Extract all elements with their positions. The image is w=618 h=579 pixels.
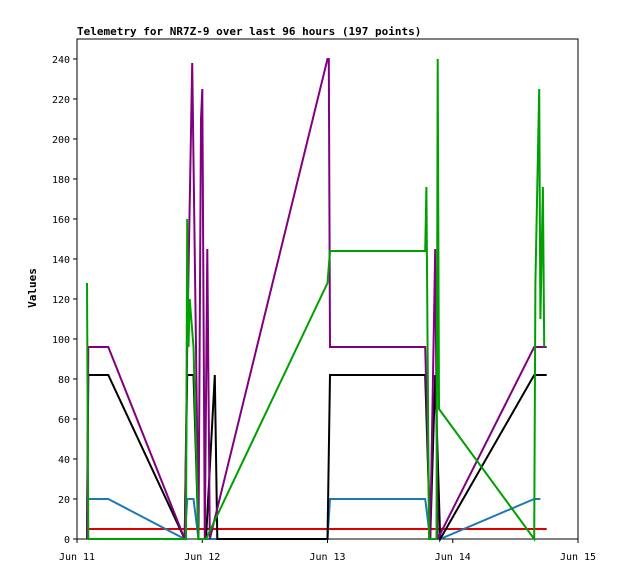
y-tick-label: 120 [52, 295, 70, 306]
y-axis-label: Values [26, 268, 39, 308]
y-tick-label: 40 [58, 455, 70, 466]
chart-title: Telemetry for NR7Z-9 over last 96 hours … [77, 25, 421, 38]
y-tick-label: 0 [64, 535, 70, 546]
x-tick-label: Jun 11 [59, 552, 95, 563]
series-line-4 [86, 58, 546, 543]
x-tick-label: Jun 13 [309, 552, 345, 563]
y-tick-label: 60 [58, 415, 70, 426]
y-tick-label: 220 [52, 95, 70, 106]
y-tick-label: 100 [52, 335, 70, 346]
x-tick-label: Jun 15 [560, 552, 596, 563]
y-tick-label: 20 [58, 495, 70, 506]
y-tick-label: 240 [52, 55, 70, 66]
y-tick-label: 140 [52, 255, 70, 266]
x-axis: Jun 11 Jun 12 Jun 13 Jun 14 Jun 15 [59, 539, 596, 563]
x-tick-label: Jun 12 [184, 552, 220, 563]
series-layer [86, 58, 547, 543]
y-tick-label: 160 [52, 215, 70, 226]
plot-frame [76, 38, 579, 540]
y-axis: 0 20 40 60 80 100 120 140 160 180 200 220 240 [52, 55, 77, 546]
y-tick-label: 200 [52, 135, 70, 146]
x-tick-label: Jun 14 [435, 552, 471, 563]
y-tick-label: 180 [52, 175, 70, 186]
y-tick-label: 80 [58, 375, 70, 386]
